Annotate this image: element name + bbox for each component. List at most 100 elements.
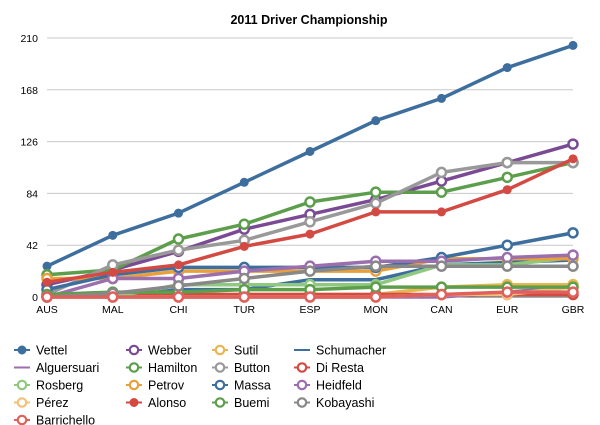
x-tick-label: MON [364, 304, 389, 316]
legend-swatch-marker [16, 379, 28, 391]
data-point [305, 146, 315, 156]
data-point [239, 177, 249, 187]
y-tick-label: 126 [20, 137, 38, 149]
legend-swatch-marker [128, 344, 140, 356]
data-point [501, 239, 513, 251]
legend-swatch-marker [296, 379, 308, 391]
legend-swatch-marker [129, 398, 139, 407]
data-point [108, 267, 118, 277]
data-point [41, 291, 53, 303]
legend-swatch-marker [128, 379, 140, 391]
data-point [435, 260, 448, 272]
data-point [567, 286, 579, 298]
x-tick-label: AUS [36, 304, 58, 316]
data-point [370, 281, 382, 293]
data-point [172, 280, 185, 292]
data-point [567, 249, 579, 261]
data-point [568, 154, 578, 164]
legend-label: Hamilton [148, 361, 197, 375]
x-tick-label: GBR [562, 304, 585, 316]
legend-item-hamilton: Hamilton [126, 361, 197, 375]
x-tick-label: EUR [496, 304, 519, 316]
legend-item-webber: Webber [126, 344, 192, 358]
legend-label: Alguersuari [36, 361, 99, 375]
data-point [238, 218, 250, 230]
data-point [371, 207, 381, 217]
data-point [567, 138, 579, 150]
series-layer [41, 40, 579, 303]
data-point [568, 40, 578, 50]
legend-swatch-marker [296, 397, 308, 408]
data-point [567, 260, 579, 272]
legend-item-schumacher: Schumacher [294, 344, 386, 358]
data-point [370, 197, 382, 210]
data-point [174, 208, 183, 218]
legend-swatch-marker [17, 345, 27, 355]
data-point [304, 291, 316, 303]
legend-item-kobayashi: Kobayashi [294, 396, 374, 410]
legend-item-vettel: Vettel [14, 344, 67, 358]
legend-item-rosberg: Rosberg [14, 379, 83, 393]
y-tick-label: 0 [32, 292, 38, 304]
y-tick-label: 210 [20, 33, 38, 45]
data-point [435, 186, 448, 198]
grid-lines [47, 37, 573, 246]
legend-label: Vettel [36, 344, 67, 358]
data-point [304, 216, 316, 228]
legend-swatch-marker [214, 397, 226, 408]
legend-swatch-marker [214, 344, 226, 356]
legend-item-heidfeld: Heidfeld [294, 379, 362, 393]
legend-item-alguersuari: Alguersuari [14, 361, 99, 375]
legend-label: Di Resta [316, 361, 364, 375]
legend-label: Schumacher [316, 344, 386, 358]
series-vettel [42, 40, 578, 271]
data-point [502, 185, 512, 195]
legend-label: Webber [148, 344, 192, 358]
legend-swatch-marker [128, 362, 140, 373]
data-point [172, 291, 185, 303]
legend-label: Rosberg [36, 379, 83, 393]
legend-swatch-marker [214, 362, 226, 373]
data-point [108, 230, 118, 240]
legend-label: Button [234, 361, 270, 375]
data-point [437, 93, 446, 103]
legend-label: Buemi [234, 396, 269, 410]
data-point [239, 241, 249, 251]
legend-label: Sutil [234, 344, 258, 358]
data-point [42, 277, 52, 287]
legend-label: Barrichello [36, 414, 95, 425]
x-tick-label: MAL [102, 304, 124, 316]
data-point [370, 186, 382, 198]
legend-swatch-marker [16, 397, 28, 408]
legend-label: Kobayashi [316, 396, 374, 410]
data-point [172, 233, 185, 245]
legend-item-barrichello: Barrichello [14, 414, 95, 425]
data-point [501, 260, 513, 272]
data-point [238, 272, 250, 285]
data-point [567, 227, 579, 239]
y-tick-label: 42 [26, 240, 38, 252]
data-point [501, 171, 513, 184]
data-point [501, 286, 513, 298]
data-point [435, 288, 448, 301]
legend: Vettel Webber Sutil Schumacher Alguersuari Ha… [14, 344, 386, 425]
legend-item-perez: Pérez [14, 396, 69, 410]
y-tick-label: 168 [20, 85, 38, 97]
data-point [501, 156, 513, 169]
legend-item-sutil: Sutil [212, 344, 258, 358]
series-barrichello [41, 286, 579, 303]
data-point [370, 260, 382, 272]
data-point [435, 166, 448, 179]
legend-label: Petrov [148, 379, 185, 393]
data-point [304, 196, 316, 208]
legend-item-di-resta: Di Resta [294, 361, 364, 375]
data-point [42, 261, 52, 271]
y-tick-label: 84 [26, 188, 38, 200]
data-point [238, 291, 250, 303]
chart-title: 2011 Driver Championship [230, 13, 387, 27]
data-point [107, 291, 119, 303]
legend-swatch-marker [214, 379, 226, 391]
legend-label: Alonso [148, 396, 186, 410]
